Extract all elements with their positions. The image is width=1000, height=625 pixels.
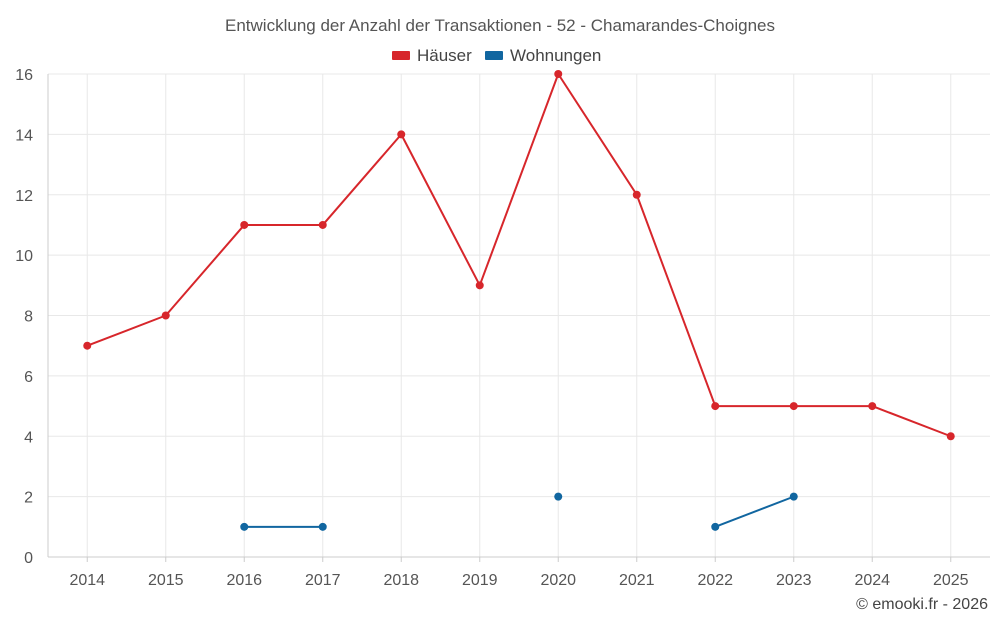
data-point xyxy=(554,70,563,78)
series-layer xyxy=(83,70,955,531)
legend-swatch xyxy=(485,51,503,60)
data-point xyxy=(318,522,327,531)
legend-label: Wohnungen xyxy=(510,46,601,65)
data-point xyxy=(946,432,955,441)
data-point xyxy=(240,522,249,531)
x-tick-label: 2016 xyxy=(226,572,262,589)
y-tick-label: 12 xyxy=(15,188,33,205)
x-tick-label: 2015 xyxy=(148,572,184,589)
x-tick-label: 2021 xyxy=(619,572,655,589)
data-point xyxy=(868,402,877,411)
x-tick-label: 2020 xyxy=(540,572,576,589)
data-point xyxy=(161,311,170,320)
data-point xyxy=(318,220,327,229)
x-tick-label: 2017 xyxy=(305,572,341,589)
x-tick-label: 2022 xyxy=(697,572,733,589)
y-tick-label: 4 xyxy=(24,429,33,446)
series-line xyxy=(86,73,952,438)
data-point xyxy=(711,522,720,531)
data-point xyxy=(554,492,563,501)
y-tick-label: 16 xyxy=(15,67,33,84)
series-2 xyxy=(240,492,798,531)
y-tick-label: 14 xyxy=(15,127,33,144)
data-point xyxy=(711,402,720,411)
data-point xyxy=(789,402,798,411)
x-tick-label: 2023 xyxy=(776,572,812,589)
data-point xyxy=(397,130,406,139)
data-point xyxy=(240,220,249,229)
data-point xyxy=(789,492,798,501)
y-tick-label: 6 xyxy=(24,369,33,386)
data-point xyxy=(632,190,641,199)
grid xyxy=(48,73,990,557)
y-tick-label: 10 xyxy=(15,248,33,265)
legend: Häuser Wohnungen xyxy=(392,46,601,65)
series-line xyxy=(714,495,795,528)
x-tick-label: 2014 xyxy=(69,572,105,589)
y-tick-label: 8 xyxy=(24,309,33,326)
x-tick-label: 2025 xyxy=(933,572,969,589)
data-point xyxy=(475,281,484,290)
chart-title: Entwicklung der Anzahl der Transaktionen… xyxy=(225,16,775,35)
credit-text: © emooki.fr - 2026 xyxy=(856,596,988,613)
axes: 0 2 4 6 8 10 12 14 16 2014 2015 2016 2017 2018 2019 202… xyxy=(15,67,990,589)
legend-swatch xyxy=(392,51,410,60)
data-point xyxy=(83,341,92,350)
x-tick-label: 2024 xyxy=(854,572,890,589)
y-tick-label: 2 xyxy=(24,490,33,507)
y-tick-label: 0 xyxy=(24,550,33,567)
series-1 xyxy=(83,70,955,441)
x-tick-label: 2019 xyxy=(462,572,498,589)
legend-label: Häuser xyxy=(417,46,472,65)
x-tick-label: 2018 xyxy=(383,572,419,589)
